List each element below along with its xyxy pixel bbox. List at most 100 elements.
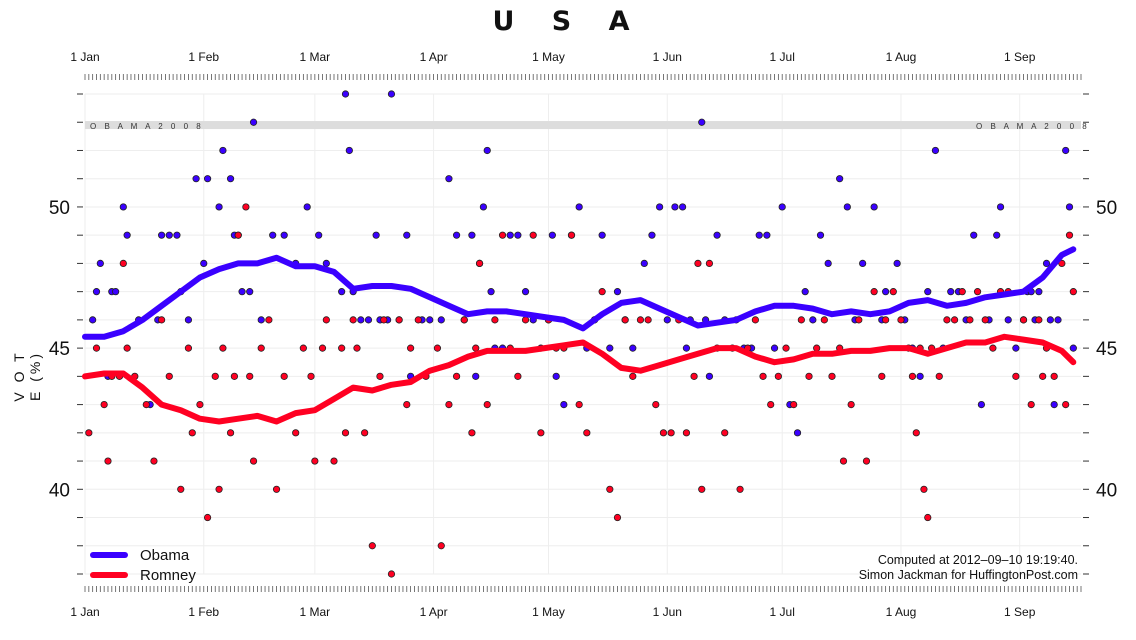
poll-point-obama: [606, 344, 614, 352]
poll-point-romney: [721, 429, 729, 437]
chart-title: U S A: [492, 6, 644, 37]
poll-point-obama: [816, 231, 825, 239]
poll-point-romney: [583, 429, 591, 437]
poll-point-romney: [529, 231, 537, 239]
poll-point-romney: [158, 316, 166, 324]
poll-point-romney: [790, 400, 798, 409]
poll-point-romney: [230, 372, 238, 380]
poll-point-romney: [380, 316, 388, 324]
poll-point-obama: [882, 288, 890, 296]
x-tick-label-top: 1 Jul: [770, 50, 795, 64]
poll-point-romney: [483, 400, 491, 409]
poll-point-romney: [407, 344, 415, 352]
x-tick-label-top: 1 Mar: [300, 50, 331, 64]
poll-point-romney: [403, 400, 411, 409]
poll-point-obama: [192, 175, 200, 183]
poll-point-romney: [575, 400, 583, 409]
poll-point-romney: [234, 231, 242, 239]
y-tick-label-right: 45: [1096, 339, 1117, 360]
poll-point-romney: [150, 457, 158, 465]
poll-point-romney: [1039, 372, 1047, 380]
poll-point-obama: [246, 288, 254, 296]
legend: Obama Romney: [90, 545, 196, 585]
poll-point-romney: [958, 288, 966, 296]
poll-point-romney: [521, 316, 530, 324]
credits-computed: Computed at 2012–09–10 19:19:40.: [877, 553, 1078, 567]
poll-point-obama: [372, 231, 380, 239]
poll-point-romney: [472, 344, 480, 352]
poll-point-obama: [479, 203, 487, 211]
poll-point-romney: [862, 457, 871, 465]
poll-point-romney: [1012, 372, 1020, 380]
legend-swatch-obama: [90, 552, 128, 558]
poll-point-romney: [307, 372, 315, 380]
poll-point-romney: [123, 344, 131, 352]
x-tick-label-bottom: 1 Apr: [420, 605, 448, 619]
poll-point-romney: [973, 288, 982, 296]
poll-point-romney: [395, 316, 403, 324]
poll-point-romney: [759, 372, 767, 380]
poll-point-romney: [353, 344, 361, 352]
poll-point-romney: [184, 344, 193, 352]
poll-point-obama: [613, 288, 622, 296]
poll-point-romney: [387, 570, 396, 578]
poll-point-romney: [142, 400, 150, 409]
poll-point-obama: [89, 316, 97, 324]
poll-point-romney: [100, 400, 108, 409]
poll-point-romney: [445, 400, 453, 409]
poll-point-romney: [368, 542, 376, 550]
poll-point-romney: [736, 485, 744, 493]
poll-point-obama: [468, 231, 476, 239]
poll-point-obama: [1004, 316, 1012, 324]
chart-grid: [84, 93, 1081, 575]
poll-point-obama: [483, 146, 491, 155]
poll-point-romney: [644, 316, 652, 324]
x-tick-label-top: 1 Feb: [188, 50, 219, 64]
poll-point-obama: [713, 231, 721, 239]
poll-point-romney: [361, 429, 369, 437]
poll-point-romney: [498, 231, 507, 239]
reference-label-right: O B A M A 2 0 0 8: [976, 122, 1090, 131]
poll-point-obama: [280, 231, 288, 239]
poll-point-romney: [690, 372, 698, 380]
x-tick-label-top: 1 Jun: [653, 50, 682, 64]
credits: Computed at 2012–09–10 19:19:40. Simon J…: [859, 553, 1078, 583]
poll-point-obama: [671, 203, 679, 211]
y-tick-label-left: 50: [49, 198, 70, 219]
poll-point-romney: [805, 372, 813, 380]
poll-point-romney: [349, 316, 357, 324]
poll-point-obama: [755, 231, 763, 239]
x-tick-label-top: 1 May: [532, 50, 565, 64]
legend-label-romney: Romney: [140, 566, 196, 584]
poll-point-romney: [215, 485, 223, 493]
poll-point-romney: [598, 288, 606, 296]
poll-point-obama: [924, 288, 932, 296]
credits-author: Simon Jackman for HuffingtonPost.com: [858, 568, 1078, 582]
poll-point-romney: [491, 316, 499, 324]
poll-point-romney: [196, 400, 204, 409]
poll-point-romney: [870, 288, 878, 296]
poll-point-romney: [177, 485, 185, 493]
poll-point-romney: [468, 429, 476, 437]
poll-points: [85, 90, 1077, 578]
poll-point-obama: [165, 231, 173, 239]
poll-point-obama: [338, 288, 346, 296]
poll-point-obama: [916, 372, 924, 380]
x-tick-label-bottom: 1 May: [532, 605, 565, 619]
poll-point-romney: [920, 485, 928, 493]
x-tick-label-top: 1 Sep: [1004, 50, 1036, 64]
poll-point-romney: [567, 231, 576, 239]
poll-point-obama: [678, 203, 687, 211]
poll-point-romney: [1069, 288, 1077, 296]
poll-point-romney: [318, 344, 327, 352]
poll-point-romney: [92, 344, 101, 352]
poll-point-obama: [357, 316, 365, 324]
poll-point-romney: [188, 429, 196, 437]
poll-point-obama: [770, 344, 779, 352]
x-tick-label-top: 1 Apr: [420, 50, 448, 64]
poll-point-obama: [341, 90, 350, 98]
poll-point-obama: [1062, 146, 1070, 155]
poll-point-romney: [774, 372, 782, 380]
poll-point-obama: [173, 231, 181, 239]
poll-point-obama: [315, 231, 323, 239]
